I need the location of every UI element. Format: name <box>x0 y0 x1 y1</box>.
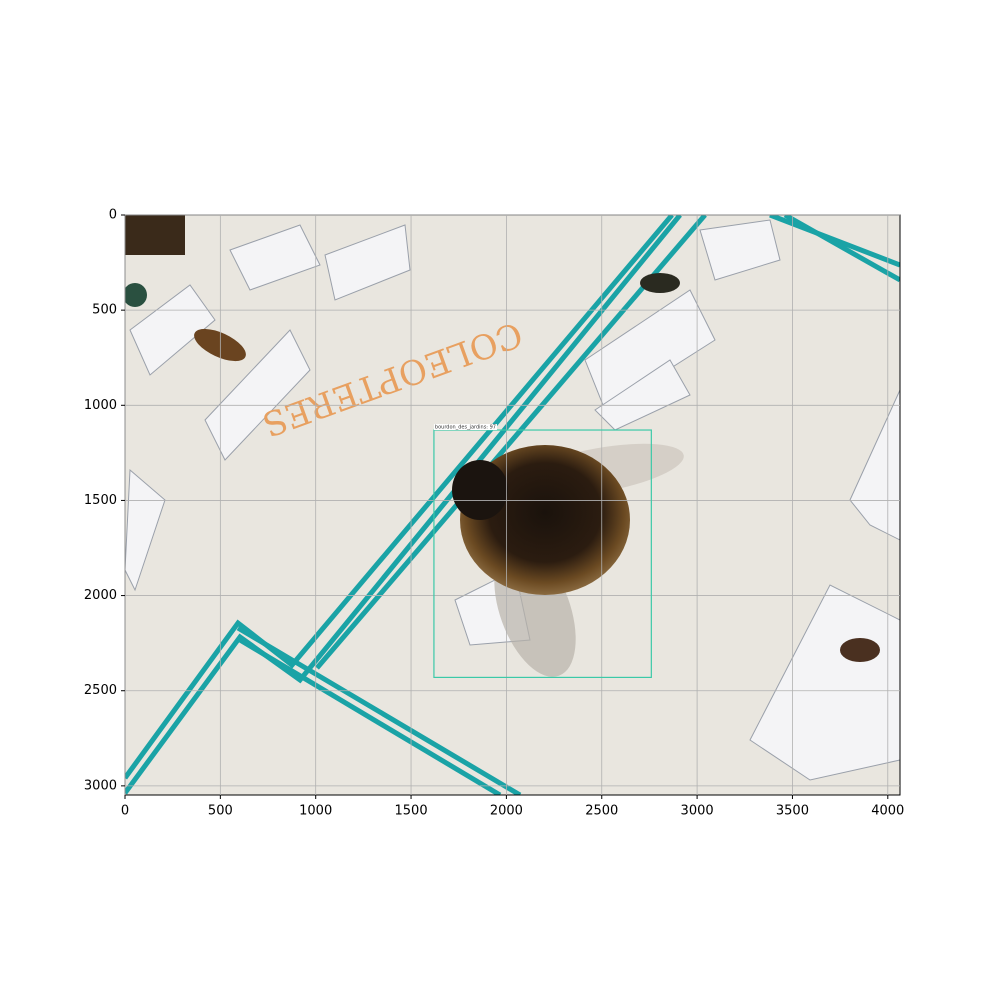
x-tick-label: 1000 <box>299 804 332 819</box>
x-tick-label: 3000 <box>681 804 714 819</box>
y-tick-label: 2000 <box>84 588 117 603</box>
y-tick-label: 1500 <box>84 493 117 508</box>
x-tick-label: 3500 <box>776 804 809 819</box>
detection-label-bg <box>433 424 497 431</box>
photo: COLEOPTERES <box>125 215 900 795</box>
x-tick-label: 2500 <box>585 804 618 819</box>
y-tick-label: 0 <box>109 208 117 223</box>
y-tick-label: 3000 <box>84 778 117 793</box>
x-tick-label: 2000 <box>490 804 523 819</box>
y-tick-label: 2500 <box>84 683 117 698</box>
x-tick-label: 4000 <box>871 804 904 819</box>
y-tick-label: 1000 <box>84 398 117 413</box>
x-tick-label: 1500 <box>395 804 428 819</box>
x-tick-label: 500 <box>208 804 233 819</box>
detection-label: bourdon_des_jardins: 97 <box>435 425 496 431</box>
detection-box <box>433 429 652 679</box>
x-tick-label: 0 <box>121 804 129 819</box>
y-tick-label: 500 <box>92 303 117 318</box>
